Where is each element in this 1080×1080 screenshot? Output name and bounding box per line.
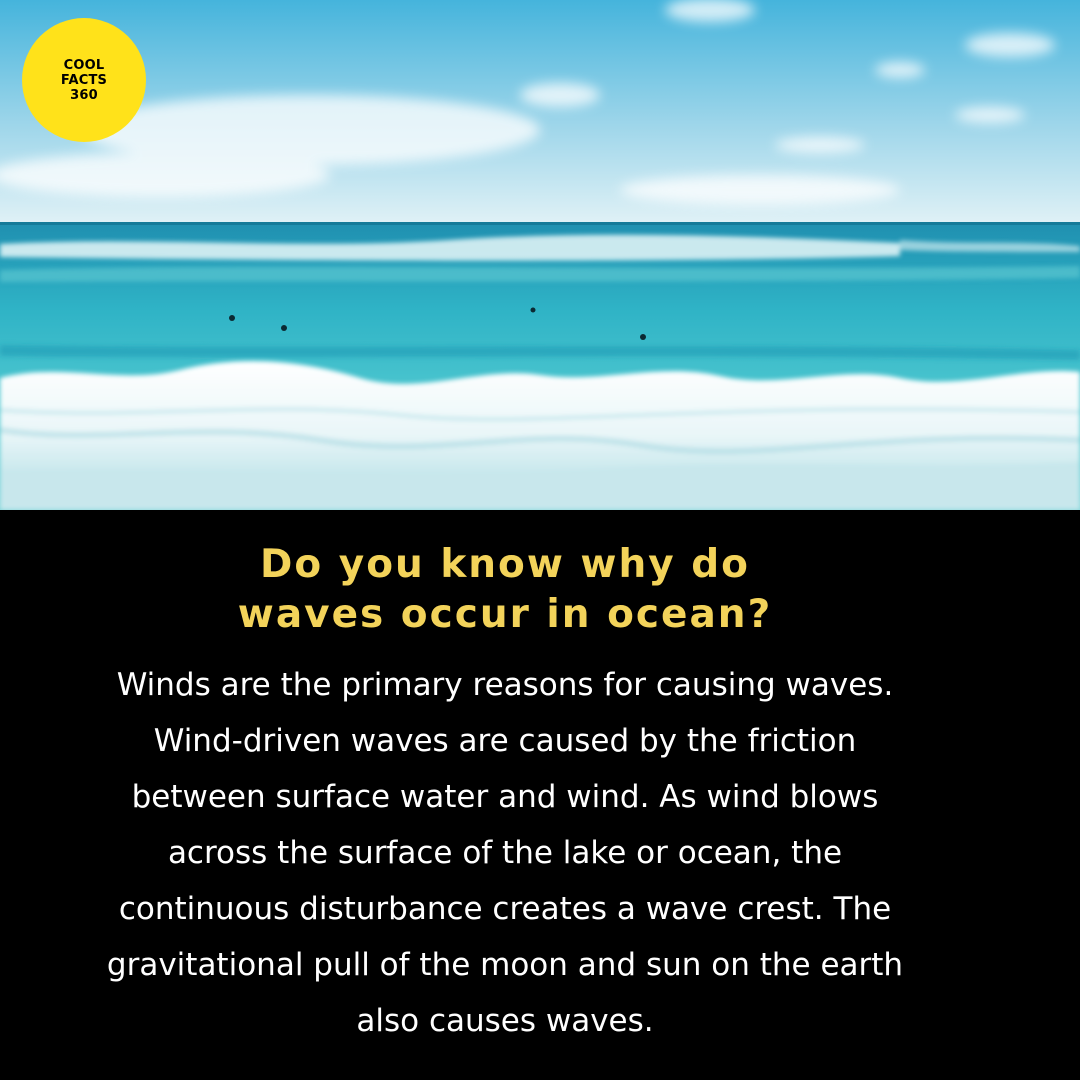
body-line: also causes waves. [356, 1003, 654, 1039]
headline: Do you know why do waves occur in ocean? [0, 540, 1010, 640]
body-line: Winds are the primary reasons for causin… [116, 667, 894, 703]
body-line: continuous disturbance creates a wave cr… [118, 891, 892, 927]
body-text: Winds are the primary reasons for causin… [0, 657, 1010, 1049]
headline-line-2: waves occur in ocean? [237, 592, 773, 637]
body-line: across the surface of the lake or ocean,… [167, 835, 843, 871]
body-line: between surface water and wind. As wind … [131, 779, 879, 815]
logo-line-3: 360 [70, 87, 98, 103]
logo-line-1: COOL [63, 57, 105, 73]
headline-line-1: Do you know why do [260, 542, 750, 587]
body-line: Wind-driven waves are caused by the fric… [153, 723, 857, 759]
text-panel: Do you know why do waves occur in ocean?… [0, 510, 1080, 1080]
logo-line-2: FACTS [60, 72, 108, 88]
cool-facts-logo: COOL FACTS 360 [22, 18, 146, 142]
body-line: gravitational pull of the moon and sun o… [106, 947, 904, 983]
ocean-photo [0, 0, 1080, 510]
